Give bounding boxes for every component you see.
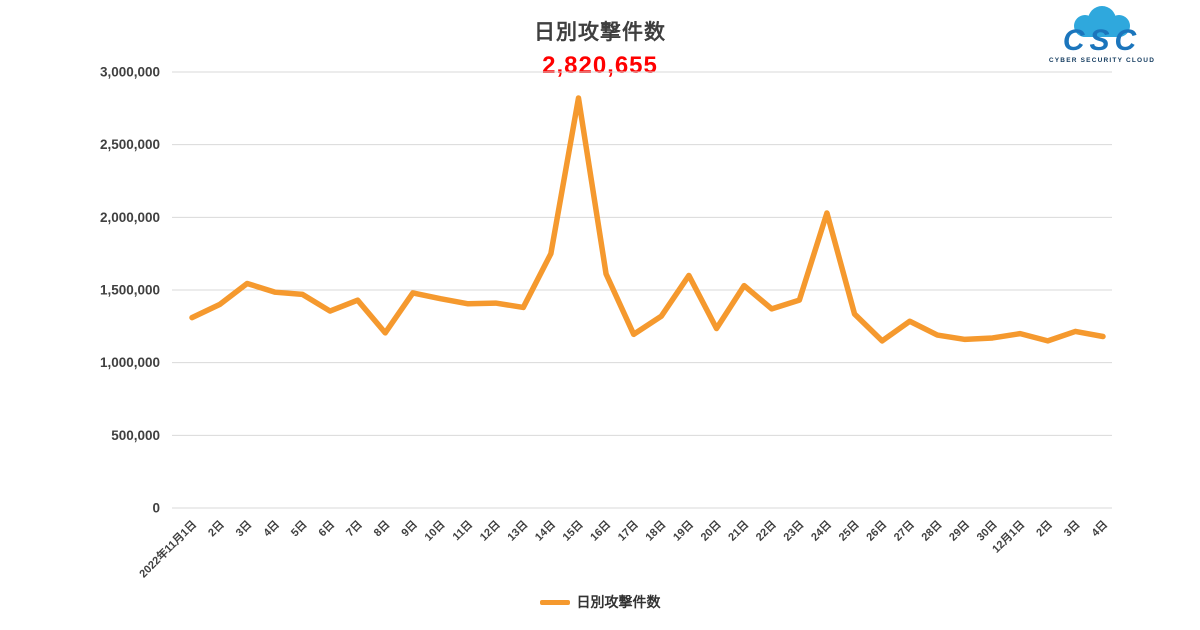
- svg-text:23日: 23日: [781, 518, 807, 544]
- legend-line-swatch: [539, 599, 570, 605]
- svg-text:13日: 13日: [505, 518, 531, 544]
- logo-text: CSC: [1062, 24, 1142, 57]
- csc-logo: CSC CYBER SECURITY CLOUD: [1042, 6, 1162, 65]
- svg-text:15日: 15日: [560, 518, 586, 544]
- legend-label: 日別攻撃件数: [576, 594, 661, 610]
- svg-text:14日: 14日: [532, 518, 558, 544]
- svg-text:16日: 16日: [588, 518, 614, 544]
- svg-text:28日: 28日: [919, 518, 945, 544]
- svg-text:4日: 4日: [261, 518, 282, 539]
- svg-text:1,500,000: 1,500,000: [100, 283, 160, 298]
- chart-title: 日別攻撃件数: [534, 21, 666, 44]
- svg-text:9日: 9日: [399, 518, 420, 539]
- svg-text:0: 0: [152, 501, 160, 516]
- svg-text:2,000,000: 2,000,000: [100, 210, 160, 225]
- svg-text:10日: 10日: [422, 518, 448, 544]
- svg-text:11日: 11日: [450, 518, 475, 543]
- svg-text:5日: 5日: [288, 518, 309, 539]
- svg-text:20日: 20日: [698, 518, 724, 544]
- svg-text:2日: 2日: [1034, 518, 1055, 539]
- svg-text:24日: 24日: [808, 518, 834, 544]
- cloud-icon: [1074, 6, 1130, 37]
- svg-text:12日: 12日: [477, 518, 503, 544]
- peak-value-annotation: 2,820,655: [542, 52, 658, 79]
- svg-text:18日: 18日: [643, 518, 669, 544]
- chart-legend: 日別攻撃件数: [0, 592, 1200, 612]
- svg-text:2022年11月1日: 2022年11月1日: [136, 517, 199, 580]
- svg-text:22日: 22日: [753, 518, 779, 544]
- svg-text:7日: 7日: [343, 518, 364, 539]
- svg-text:6日: 6日: [316, 518, 337, 539]
- svg-text:30日: 30日: [974, 518, 1000, 544]
- logo-subtext: CYBER SECURITY CLOUD: [1048, 57, 1156, 64]
- svg-text:3,000,000: 3,000,000: [100, 65, 160, 80]
- svg-text:500,000: 500,000: [111, 428, 160, 443]
- svg-text:27日: 27日: [891, 518, 917, 544]
- svg-text:2,500,000: 2,500,000: [100, 137, 160, 152]
- svg-text:3日: 3日: [1061, 518, 1082, 539]
- svg-text:1,000,000: 1,000,000: [100, 355, 160, 370]
- svg-text:2日: 2日: [205, 518, 226, 539]
- svg-text:25日: 25日: [836, 518, 862, 544]
- svg-text:4日: 4日: [1089, 518, 1110, 539]
- svg-text:29日: 29日: [946, 518, 972, 544]
- svg-text:19日: 19日: [670, 518, 696, 544]
- svg-text:3日: 3日: [233, 518, 254, 539]
- svg-text:8日: 8日: [371, 518, 392, 539]
- svg-text:21日: 21日: [726, 518, 752, 544]
- svg-text:26日: 26日: [864, 518, 890, 544]
- svg-text:17日: 17日: [615, 518, 641, 544]
